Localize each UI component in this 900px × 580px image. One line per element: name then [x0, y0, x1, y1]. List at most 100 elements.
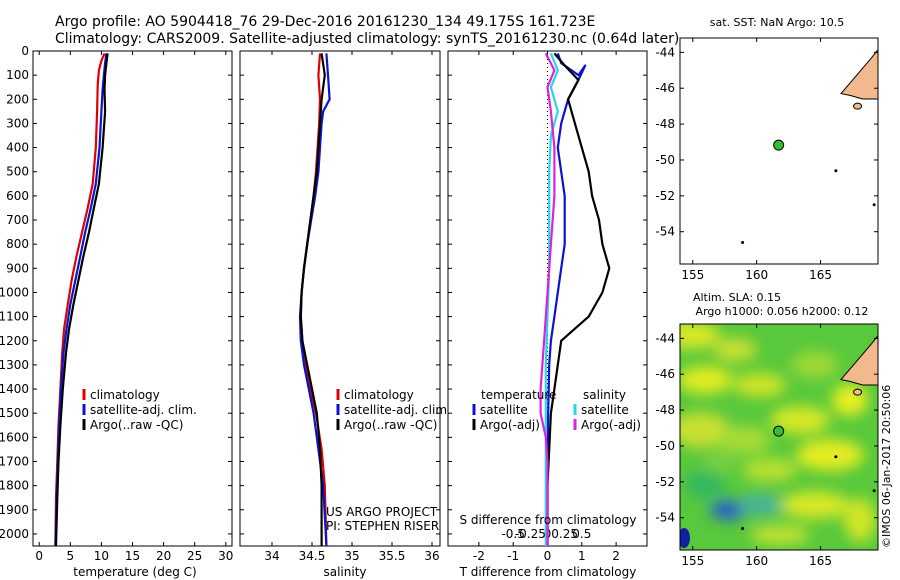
diff-bottom-axis-label: T difference from climatology — [459, 565, 637, 579]
y-tick-label: 1500 — [0, 406, 29, 420]
y-tick-label: -50 — [655, 439, 675, 453]
difference-profile-panel: -2 -1 0 1 2-0.5-0.250 0.250.5temperaturesatel… — [447, 50, 648, 563]
legend-label: climatology — [90, 388, 160, 402]
map-frame — [679, 37, 879, 265]
x-tick-label: 165 — [809, 554, 832, 568]
x-tick-label: 165 — [809, 268, 832, 282]
sla-blob — [770, 406, 830, 434]
x-tick-label: 160 — [745, 554, 768, 568]
y-tick-label: 100 — [6, 68, 29, 82]
y-tick-label: 1900 — [0, 503, 29, 517]
sla-blob — [738, 495, 782, 515]
y-tick-label: -44 — [655, 331, 675, 345]
y-tick-label: 1600 — [0, 430, 29, 444]
sla-blob — [750, 525, 810, 545]
sla-map-panel: 155 160 165 -44 -46 -48 -50 -52 -54 — [655, 323, 879, 568]
land-south-island — [840, 334, 878, 386]
top-axis-tick-label: 0.25 — [551, 527, 578, 541]
sla-blob — [685, 471, 725, 499]
y-tick-label: -54 — [655, 225, 675, 239]
sla-blob — [713, 338, 757, 362]
legend-label: satellite-adj. clim. — [90, 403, 197, 417]
land-south-island — [840, 48, 878, 100]
sla-blob — [742, 458, 798, 482]
sst-map-title: sat. SST: NaN Argo: 10.5 — [710, 16, 844, 29]
island-marker — [834, 455, 838, 459]
y-tick-label: -54 — [655, 511, 675, 525]
y-tick-label: 1400 — [0, 382, 29, 396]
y-tick-label: -44 — [655, 45, 675, 59]
sla-map-title-line2: Argo h1000: 0.056 h2000: 0.12 — [696, 305, 869, 318]
x-tick-label: 10 — [94, 549, 109, 563]
island-marker — [872, 203, 876, 207]
salinity-axis-label: salinity — [323, 565, 366, 579]
float-position-marker — [773, 139, 785, 151]
series-line-satellite — [54, 53, 108, 547]
legend-label: Argo(-adj) — [581, 418, 641, 432]
sla-map-title-line1: Altim. SLA: 0.15 — [693, 291, 781, 304]
y-tick-label: 400 — [6, 141, 29, 155]
x-tick-label: 35.5 — [379, 549, 406, 563]
series-line-sal_satellite — [544, 52, 559, 546]
legend-label: Argo(-adj) — [480, 418, 540, 432]
y-tick-label: 900 — [6, 261, 29, 275]
y-tick-label: 1000 — [0, 285, 29, 299]
x-tick-label: 155 — [681, 554, 704, 568]
y-tick-label: -48 — [655, 117, 675, 131]
legend-label: climatology — [344, 388, 414, 402]
y-tick-label: 1100 — [0, 310, 29, 324]
plot-frame — [239, 50, 441, 547]
figure-title-line2: Climatology: CARS2009. Satellite-adjuste… — [55, 31, 679, 47]
x-tick-label: 34.5 — [299, 549, 326, 563]
x-tick-label: 155 — [681, 268, 704, 282]
x-tick-label: 1 — [578, 549, 586, 563]
y-tick-label: 500 — [6, 165, 29, 179]
x-tick-label: 5 — [66, 549, 74, 563]
island-marker — [834, 169, 838, 173]
sla-blob — [680, 412, 730, 448]
x-tick-label: 30 — [218, 549, 233, 563]
x-tick-label: 35 — [344, 549, 359, 563]
legend-label: temperature — [481, 388, 556, 402]
y-tick-label: 800 — [6, 237, 29, 251]
series-line-argo — [546, 52, 611, 546]
y-tick-label: 600 — [6, 189, 29, 203]
map-frame — [679, 323, 879, 551]
project-annotation: US ARGO PROJECT — [326, 505, 438, 519]
y-tick-label: 200 — [6, 92, 29, 106]
land-group — [741, 334, 878, 530]
top-axis-tick-label: -0.5 — [501, 527, 524, 541]
legend-label: Argo(..raw -QC) — [344, 418, 437, 432]
x-tick-label: -1 — [507, 549, 519, 563]
y-tick-label: -46 — [655, 81, 675, 95]
x-tick-label: 0 — [35, 549, 43, 563]
sla-blob — [680, 366, 733, 394]
x-tick-label: 36 — [424, 549, 439, 563]
y-tick-label: 1700 — [0, 454, 29, 468]
y-tick-label: -52 — [655, 475, 675, 489]
sla-blob — [832, 384, 868, 416]
x-tick-label: 34 — [264, 549, 279, 563]
sla-field-blobs — [680, 324, 876, 545]
land-group — [741, 48, 878, 244]
x-tick-label: 2 — [612, 549, 620, 563]
series-line-sal_argo — [539, 52, 556, 546]
sla-blob — [734, 373, 786, 397]
legend-label: satellite-adj. clim. — [344, 403, 451, 417]
sla-blob — [719, 426, 771, 454]
series-line-satellite — [546, 53, 587, 546]
salinity-profile-panel: 34 34.5 35 35.5 36 climatologysatellite-adj. … — [239, 50, 451, 563]
watermark: ©IMOS 06-Jan-2017 20:50:06 — [880, 385, 893, 548]
y-tick-label: 2000 — [0, 527, 29, 541]
diff-top-axis-label: S difference from climatology — [460, 513, 637, 527]
legend-label: satellite — [480, 403, 528, 417]
y-tick-label: 300 — [6, 116, 29, 130]
legend-label: salinity — [583, 388, 626, 402]
y-tick-label: -52 — [655, 189, 675, 203]
sla-blob — [796, 439, 864, 471]
x-tick-label: 20 — [156, 549, 171, 563]
temperature-profile-panel: 0100200300400500600700800900100011001200… — [0, 44, 233, 563]
land-stewart-island — [853, 388, 863, 396]
y-tick-label: 1800 — [0, 479, 29, 493]
